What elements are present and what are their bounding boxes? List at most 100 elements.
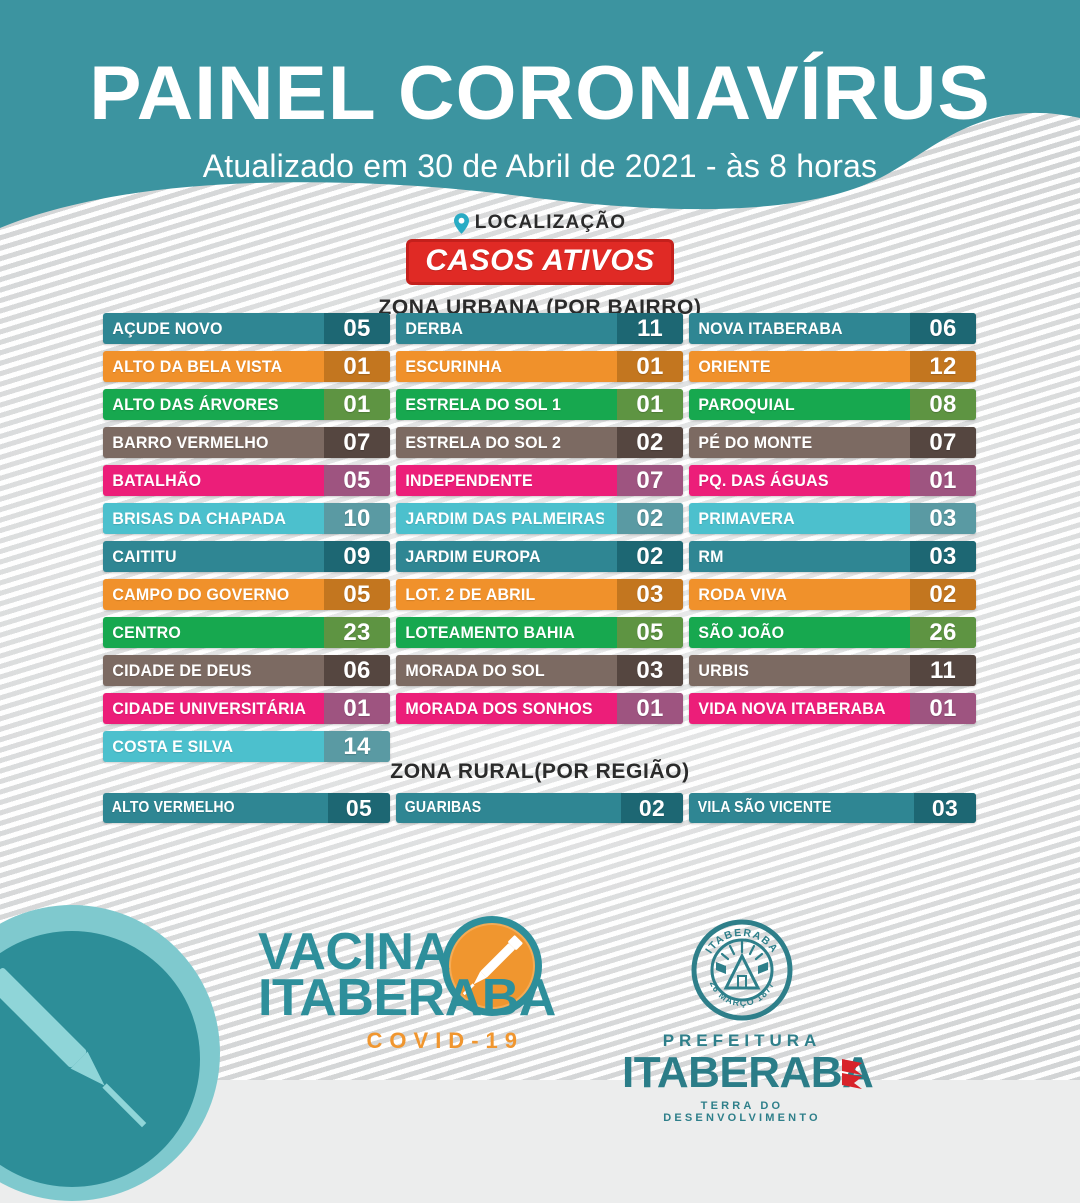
urban-value: 10 — [324, 503, 390, 534]
urban-column-2: DERBA 11 ESCURINHA 01 ESTRELA DO SOL 1 01 ESTR… — [396, 313, 683, 762]
urban-bar: JARDIM DAS PALMEIRAS 02 — [396, 503, 683, 534]
urban-value: 07 — [617, 465, 683, 496]
urban-value: 02 — [617, 541, 683, 572]
urban-name: VIDA NOVA ITABERABA — [698, 698, 886, 718]
urban-bar: CENTRO 23 — [103, 617, 390, 648]
urban-name: BRISAS DA CHAPADA — [112, 508, 287, 528]
urban-value: 02 — [910, 579, 976, 610]
header-banner: PAINEL CORONAVÍRUS Atualizado em 30 de A… — [0, 0, 1080, 250]
vacina-line-2: ITABERABA — [258, 968, 556, 1027]
covid19-label: COVID-19 — [366, 1027, 524, 1053]
urban-bar: RODA VIVA 02 — [689, 579, 976, 610]
urban-value: 05 — [324, 313, 390, 344]
urban-bar: MORADA DO SOL 03 — [396, 655, 683, 686]
prefeitura-word: PREFEITURA — [662, 1031, 822, 1050]
urban-value: 01 — [617, 351, 683, 382]
urban-name: DERBA — [405, 318, 464, 338]
status-badge: CASOS ATIVOS — [406, 239, 674, 285]
urban-value: 01 — [324, 351, 390, 382]
urban-name: JARDIM DAS PALMEIRAS — [405, 508, 604, 528]
urban-value: 26 — [910, 617, 976, 648]
urban-bar: ESTRELA DO SOL 1 01 — [396, 389, 683, 420]
urban-name: SÃO JOÃO — [698, 622, 785, 642]
rural-bar: ALTO VERMELHO 05 — [103, 793, 390, 823]
svg-text:26 MARÇO 1877: 26 MARÇO 1877 — [708, 980, 776, 1009]
urban-value: 11 — [910, 655, 976, 686]
urban-bar: VIDA NOVA ITABERABA 01 — [689, 693, 976, 724]
rural-bar: VILA SÃO VICENTE 03 — [689, 793, 976, 823]
urban-bar: URBIS 11 — [689, 655, 976, 686]
urban-name: ALTO DAS ÁRVORES — [112, 394, 279, 414]
city-crest-icon: ITABERABA 26 MARÇO 1877 — [691, 919, 793, 1021]
location-label: LOCALIZAÇÃO — [474, 212, 627, 233]
urban-name: ESCURINHA — [405, 356, 503, 376]
rural-value: 02 — [621, 793, 683, 823]
urban-name: LOTEAMENTO BAHIA — [405, 622, 576, 642]
urban-name: PAROQUIAL — [698, 394, 795, 414]
rural-name: GUARIBAS — [404, 799, 482, 816]
urban-name: ESTRELA DO SOL 2 — [405, 432, 562, 452]
urban-value: 05 — [617, 617, 683, 648]
urban-name: BARRO VERMELHO — [112, 432, 269, 452]
vacina-itaberaba-logo: VACINA ITABERABA COVID-19 — [258, 916, 556, 1054]
urban-name: PQ. DAS ÁGUAS — [698, 470, 829, 490]
urban-name: CAMPO DO GOVERNO — [112, 584, 290, 604]
urban-name: MORADA DOS SONHOS — [405, 698, 593, 718]
decorative-syringe-circle — [0, 905, 220, 1201]
urban-value: 01 — [324, 693, 390, 724]
urban-bar: BARRO VERMELHO 07 — [103, 427, 390, 458]
urban-value: 14 — [324, 731, 390, 762]
urban-value: 01 — [910, 465, 976, 496]
urban-name: CENTRO — [112, 622, 182, 642]
urban-bar: INDEPENDENTE 07 — [396, 465, 683, 496]
urban-name: ESTRELA DO SOL 1 — [405, 394, 562, 414]
urban-value: 06 — [910, 313, 976, 344]
urban-bar: ORIENTE 12 — [689, 351, 976, 382]
location-section-header: LOCALIZAÇÃO CASOS ATIVOS ZONA URBANA (PO… — [0, 212, 1080, 320]
prefeitura-tagline: TERRA DO DESENVOLVIMENTO — [663, 1100, 821, 1124]
urban-bar: CIDADE UNIVERSITÁRIA 01 — [103, 693, 390, 724]
urban-value: 07 — [324, 427, 390, 458]
urban-name: ORIENTE — [698, 356, 771, 376]
urban-name: JARDIM EUROPA — [405, 546, 541, 566]
rural-value: 05 — [328, 793, 390, 823]
urban-value: 05 — [324, 579, 390, 610]
header-wave-shape — [0, 0, 1080, 228]
urban-value: 03 — [910, 503, 976, 534]
urban-name: CIDADE DE DEUS — [112, 660, 252, 680]
urban-bar: CAITITU 09 — [103, 541, 390, 572]
rural-zone-label: ZONA RURAL(POR REGIÃO) — [390, 760, 690, 783]
urban-bar: CIDADE DE DEUS 06 — [103, 655, 390, 686]
urban-name: RM — [698, 546, 724, 566]
urban-value: 03 — [617, 579, 683, 610]
crest-bottom-text: 26 MARÇO 1877 — [708, 980, 775, 1009]
urban-name: URBIS — [698, 660, 750, 680]
page-title: PAINEL CORONAVÍRUS — [89, 51, 991, 136]
urban-name: AÇUDE NOVO — [112, 318, 223, 338]
urban-name: ALTO DA BELA VISTA — [112, 356, 283, 376]
urban-value: 01 — [324, 389, 390, 420]
urban-value: 01 — [617, 693, 683, 724]
urban-value: 07 — [910, 427, 976, 458]
red-flag-icon — [842, 1059, 862, 1089]
urban-column-1: AÇUDE NOVO 05 ALTO DA BELA VISTA 01 ALTO DAS… — [103, 313, 390, 762]
rural-name: VILA SÃO VICENTE — [697, 799, 832, 816]
urban-value: 02 — [617, 503, 683, 534]
urban-bar: DERBA 11 — [396, 313, 683, 344]
urban-bar: LOT. 2 DE ABRIL 03 — [396, 579, 683, 610]
urban-value: 01 — [617, 389, 683, 420]
urban-bar: AÇUDE NOVO 05 — [103, 313, 390, 344]
urban-bar: ESTRELA DO SOL 2 02 — [396, 427, 683, 458]
urban-value: 06 — [324, 655, 390, 686]
urban-bar: RM 03 — [689, 541, 976, 572]
urban-name: MORADA DO SOL — [405, 660, 545, 680]
urban-bar: PQ. DAS ÁGUAS 01 — [689, 465, 976, 496]
urban-bar: BRISAS DA CHAPADA 10 — [103, 503, 390, 534]
urban-name: BATALHÃO — [112, 470, 202, 490]
urban-bar: ESCURINHA 01 — [396, 351, 683, 382]
urban-bar: MORADA DOS SONHOS 01 — [396, 693, 683, 724]
urban-name: CIDADE UNIVERSITÁRIA — [112, 698, 307, 718]
urban-bar: PÉ DO MONTE 07 — [689, 427, 976, 458]
urban-name: RODA VIVA — [698, 584, 788, 604]
urban-bar: PAROQUIAL 08 — [689, 389, 976, 420]
